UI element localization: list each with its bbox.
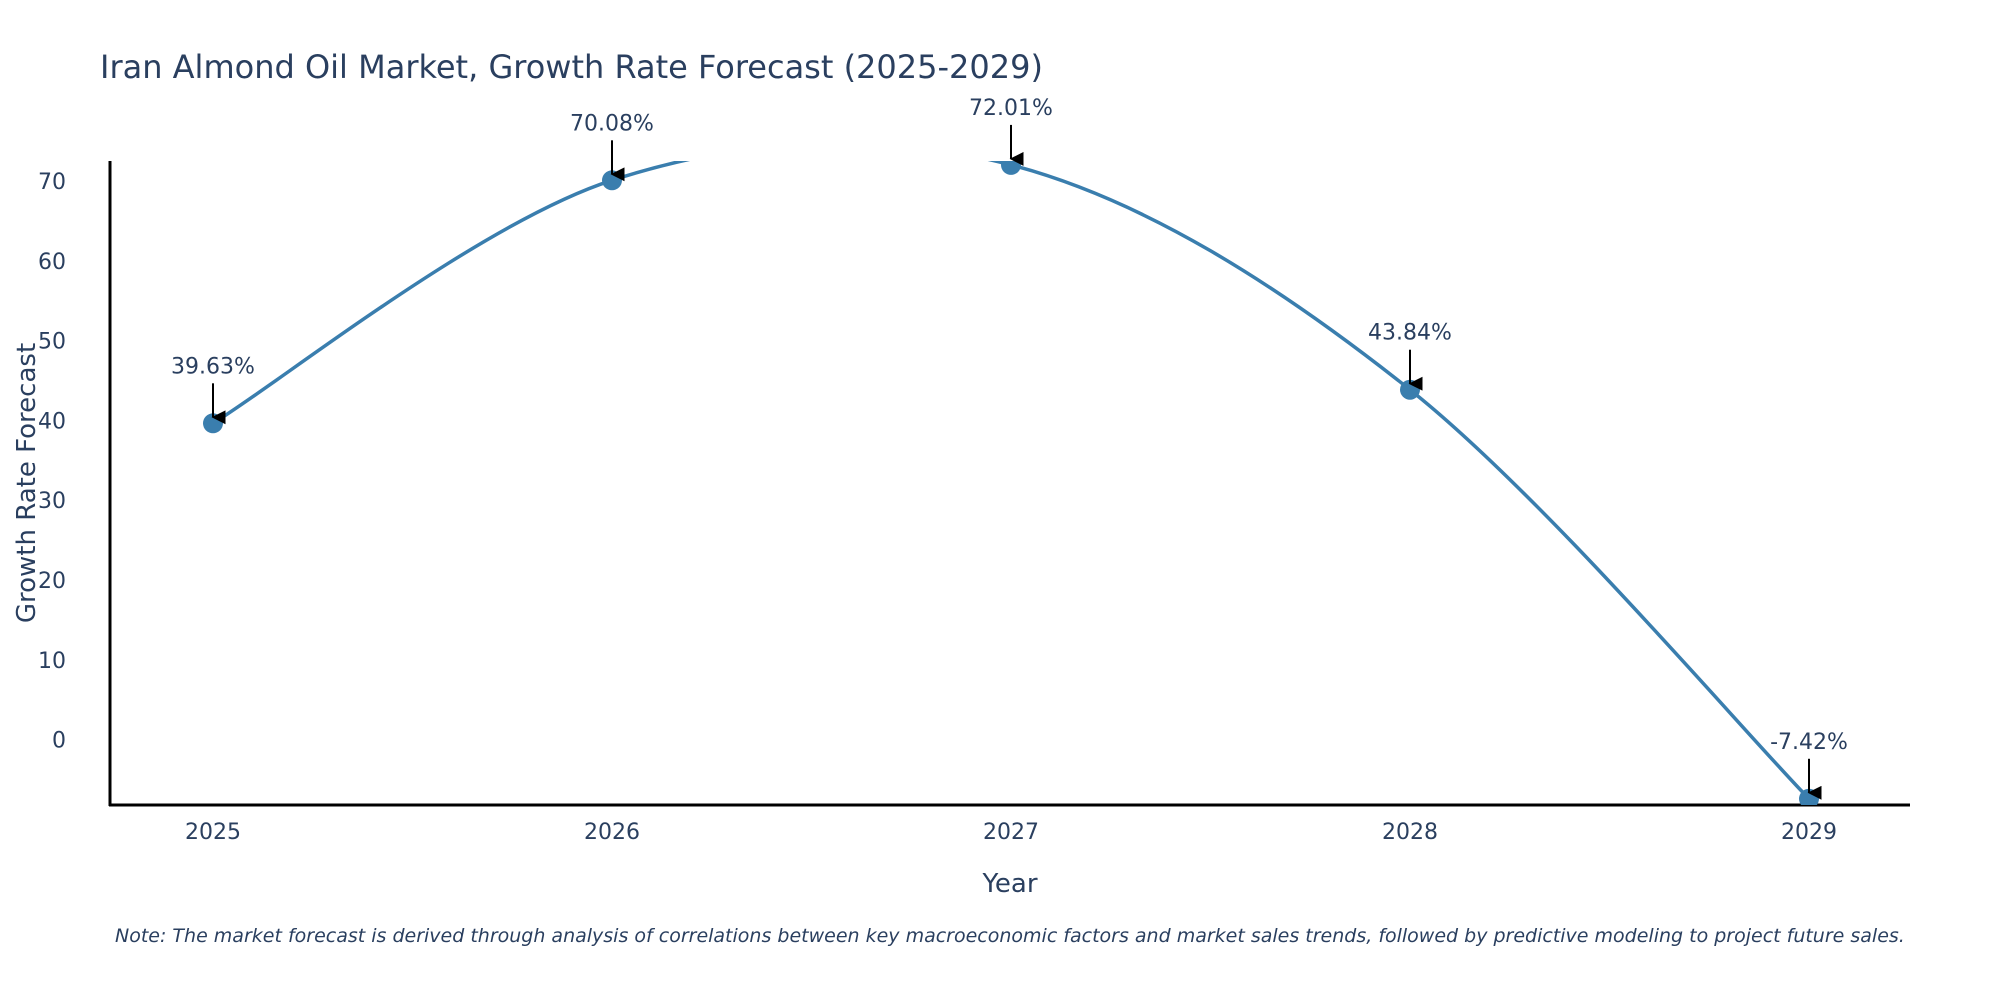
y-tick-label: 60 bbox=[38, 250, 66, 275]
x-tick-label: 2028 bbox=[1382, 820, 1438, 845]
y-axis-ticks: 0 10 20 30 40 50 60 70 bbox=[38, 170, 66, 754]
data-label: 43.84% bbox=[1368, 321, 1452, 346]
x-tick-label: 2025 bbox=[185, 820, 241, 845]
y-tick-label: 70 bbox=[38, 170, 66, 195]
data-label: -7.42% bbox=[1770, 730, 1848, 755]
data-label: 72.01% bbox=[969, 96, 1053, 121]
x-axis-title: Year bbox=[981, 869, 1037, 899]
data-points bbox=[203, 161, 1819, 805]
y-axis-title: Growth Rate Forecast bbox=[12, 343, 42, 623]
y-tick-label: 0 bbox=[52, 729, 66, 754]
y-tick-label: 40 bbox=[38, 409, 66, 434]
x-tick-label: 2027 bbox=[983, 820, 1039, 845]
y-tick-label: 30 bbox=[38, 489, 66, 514]
series-line bbox=[212, 161, 1811, 800]
y-tick-label: 50 bbox=[38, 330, 66, 355]
data-annotations: 39.63% 70.08% 72.01% 43.84% -7.42% bbox=[171, 96, 1848, 800]
chart-title: Iran Almond Oil Market, Growth Rate Fore… bbox=[100, 48, 1043, 86]
x-tick-label: 2026 bbox=[584, 820, 640, 845]
data-label: 70.08% bbox=[570, 111, 654, 136]
x-tick-label: 2029 bbox=[1781, 820, 1837, 845]
data-label: 39.63% bbox=[171, 354, 255, 379]
y-tick-label: 20 bbox=[38, 569, 66, 594]
y-tick-label: 10 bbox=[38, 649, 66, 674]
footnote: Note: The market forecast is derived thr… bbox=[115, 925, 1905, 947]
x-axis-ticks: 2025 2026 2027 2028 2029 bbox=[185, 820, 1837, 845]
